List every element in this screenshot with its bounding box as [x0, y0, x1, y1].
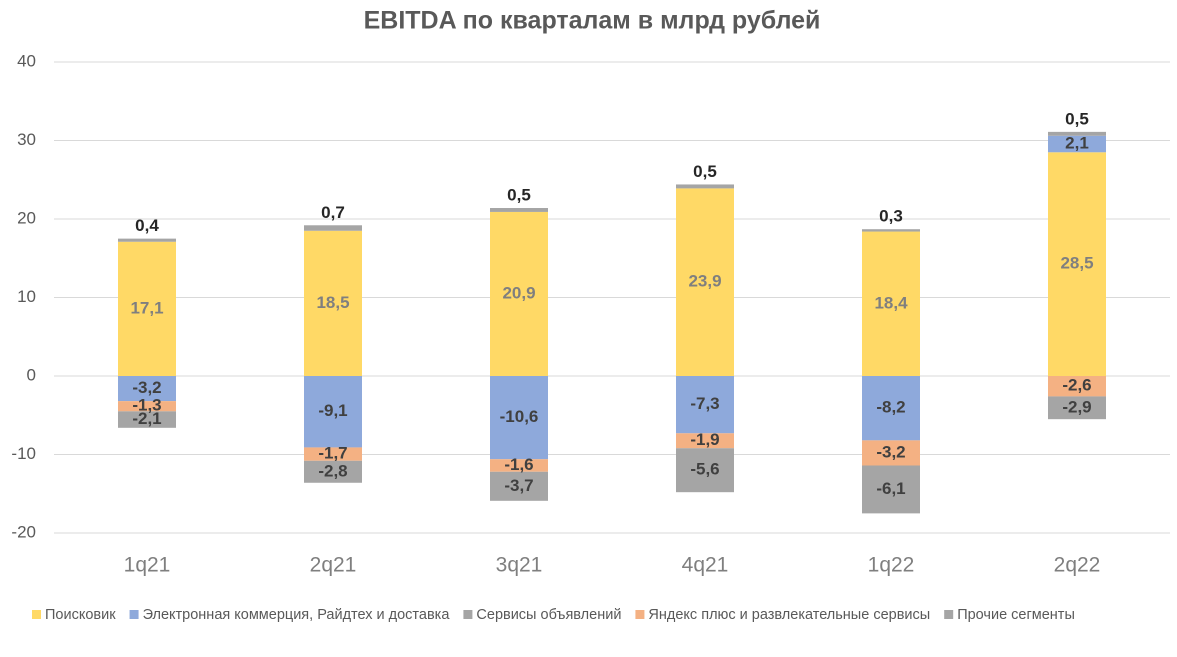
bar-segment: [118, 376, 176, 402]
value-label: -6,1: [876, 479, 905, 498]
value-label: 28,5: [1060, 254, 1093, 273]
value-label: 0,3: [879, 207, 903, 226]
bar-segment: [490, 376, 548, 460]
y-tick-label: 40: [17, 51, 36, 70]
x-tick-label: 2q21: [310, 554, 357, 577]
value-label: -1,6: [504, 455, 533, 474]
bar-segment: [118, 241, 176, 376]
legend-label: Электронная коммерция, Райдтех и доставк…: [143, 607, 451, 623]
legend-marker: [635, 610, 645, 619]
legend-label: Сервисы объявлений: [476, 607, 621, 623]
legend-label: Поисковик: [45, 607, 116, 623]
bar-segment: [862, 465, 920, 514]
bar-segment: [304, 225, 362, 231]
value-label: -10,6: [500, 407, 539, 426]
bar-segment: [1048, 131, 1106, 136]
value-label: 0,5: [1065, 109, 1089, 128]
value-label: 17,1: [130, 298, 163, 317]
bar-segment: [118, 238, 176, 242]
bar-segment: [862, 231, 920, 376]
bar-segment: [490, 211, 548, 376]
bar-segment: [490, 459, 548, 472]
bar-segment: [490, 471, 548, 501]
x-tick-label: 4q21: [682, 554, 729, 577]
value-label: -8,2: [876, 398, 905, 417]
value-label: -1,9: [690, 430, 719, 449]
bar-segment: [304, 230, 362, 376]
y-tick-label: 0: [27, 365, 36, 384]
bar-segment: [304, 447, 362, 461]
legend-marker: [944, 610, 954, 619]
bar-segment: [304, 376, 362, 448]
x-tick-label: 2q22: [1054, 554, 1101, 577]
bar-segment: [490, 208, 548, 212]
legend-marker: [32, 610, 41, 619]
y-tick-label: 30: [17, 130, 36, 149]
x-tick-label: 3q21: [496, 554, 543, 577]
value-label: 18,5: [316, 293, 349, 312]
x-tick-label: 1q21: [124, 554, 171, 577]
value-label: -1,3: [132, 396, 161, 415]
legend-marker: [129, 610, 139, 619]
bar-segment: [118, 411, 176, 428]
y-tick-label: -10: [11, 444, 36, 463]
legend-label: Прочие сегменты: [957, 607, 1075, 623]
value-label: -3,7: [504, 476, 533, 495]
bar-segment: [1048, 135, 1106, 153]
y-tick-label: 20: [17, 208, 36, 227]
bar-segment: [676, 376, 734, 434]
bar-segment: [1048, 376, 1106, 397]
chart-title: EBITDA по кварталам в млрд рублей: [364, 7, 821, 35]
value-label: 0,4: [135, 216, 159, 235]
x-tick-label: 1q22: [868, 554, 915, 577]
bar-segment: [862, 229, 920, 232]
value-label: -2,9: [1062, 397, 1091, 416]
value-label: 23,9: [688, 272, 721, 291]
bar-segment: [1048, 152, 1106, 376]
bar-segment: [118, 401, 176, 412]
bar-segment: [676, 188, 734, 376]
value-label: -2,8: [318, 461, 347, 480]
value-label: -5,6: [690, 460, 719, 479]
value-label: 0,7: [321, 203, 345, 222]
value-label: 2,1: [1065, 134, 1089, 153]
value-label: 0,5: [693, 162, 717, 181]
bar-segment: [862, 376, 920, 441]
value-label: 18,4: [874, 293, 908, 312]
bar-segment: [304, 460, 362, 483]
value-label: -2,6: [1062, 376, 1091, 395]
value-label: -2,1: [132, 409, 161, 428]
y-tick-label: 10: [17, 287, 36, 306]
bar-segment: [862, 440, 920, 466]
bar-segment: [676, 448, 734, 493]
legend-marker: [463, 610, 473, 619]
value-label: 0,5: [507, 185, 531, 204]
value-label: 20,9: [502, 283, 535, 302]
bar-segment: [676, 184, 734, 189]
value-label: -7,3: [690, 394, 719, 413]
value-label: -1,7: [318, 444, 347, 463]
bar-segment: [676, 433, 734, 449]
value-label: -3,2: [876, 442, 905, 461]
y-tick-label: -20: [11, 522, 36, 541]
value-label: -9,1: [318, 401, 347, 420]
legend-label: Яндекс плюс и развлекательные сервисы: [648, 607, 930, 623]
value-label: -3,2: [132, 378, 161, 397]
bar-segment: [1048, 396, 1106, 420]
